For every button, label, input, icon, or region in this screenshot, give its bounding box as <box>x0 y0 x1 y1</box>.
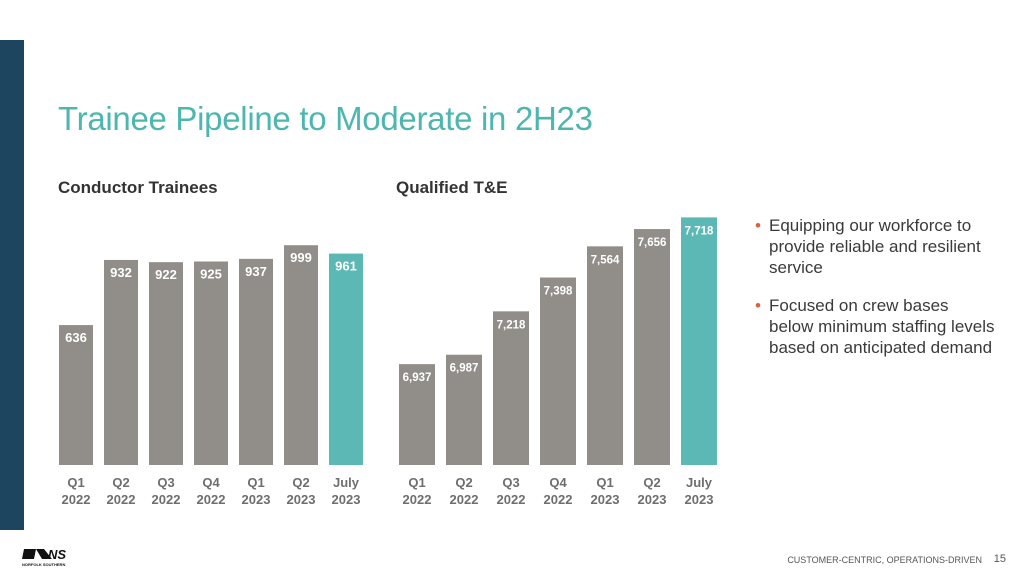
x-tick-label: 2023 <box>685 492 714 507</box>
bullet-icon: • <box>755 216 761 235</box>
bar <box>149 262 183 465</box>
bar <box>587 246 623 465</box>
x-tick-label: Q2 <box>112 475 129 490</box>
bar <box>239 258 273 465</box>
x-tick-label: Q3 <box>157 475 174 490</box>
data-label: 7,218 <box>497 319 526 331</box>
x-tick-label: Q3 <box>502 475 519 490</box>
x-tick-label: 2023 <box>287 492 316 507</box>
x-tick-label: Q4 <box>202 475 220 490</box>
bar <box>59 325 93 465</box>
bar <box>284 245 318 465</box>
x-tick-label: 2022 <box>544 492 573 507</box>
svg-text:NORFOLK SOUTHERN: NORFOLK SOUTHERN <box>22 562 65 567</box>
data-label: 7,564 <box>591 254 620 266</box>
bar <box>493 311 529 465</box>
x-tick-label: July <box>686 475 713 490</box>
data-label: 7,718 <box>685 225 714 237</box>
x-tick-label: 2023 <box>591 492 620 507</box>
x-tick-label: July <box>333 475 360 490</box>
x-tick-label: 2022 <box>450 492 479 507</box>
sidebar-accent-bar <box>0 40 24 530</box>
data-label: 922 <box>155 267 177 282</box>
norfolk-southern-logo: NS NORFOLK SOUTHERN <box>22 547 66 567</box>
bar <box>681 217 717 465</box>
bullet-text: Equipping our workforce to provide relia… <box>769 216 981 277</box>
data-label: 925 <box>200 267 222 282</box>
bullet-text: Focused on crew bases below minimum staf… <box>769 296 995 357</box>
x-tick-label: Q2 <box>455 475 472 490</box>
page-number: 15 <box>993 553 1006 565</box>
x-tick-label: Q2 <box>643 475 660 490</box>
bar <box>446 354 482 465</box>
x-tick-label: 2022 <box>152 492 181 507</box>
x-tick-label: Q1 <box>247 475 264 490</box>
data-label: 961 <box>335 259 357 274</box>
page-title: Trainee Pipeline to Moderate in 2H23 <box>58 100 593 137</box>
bar <box>104 259 138 465</box>
x-tick-label: 2022 <box>107 492 136 507</box>
data-label: 937 <box>245 264 267 279</box>
x-tick-label: 2023 <box>332 492 361 507</box>
data-label: 636 <box>65 330 87 345</box>
data-label: 6,987 <box>450 363 479 375</box>
x-tick-label: 2022 <box>62 492 91 507</box>
chart-title-qualified-te: Qualified T&E <box>396 178 508 197</box>
data-label: 999 <box>290 250 312 265</box>
x-tick-label: Q1 <box>67 475 84 490</box>
bullet-item: • Equipping our workforce to provide reli… <box>755 215 995 278</box>
x-tick-label: 2022 <box>197 492 226 507</box>
x-tick-label: Q4 <box>549 475 567 490</box>
svg-text:NS: NS <box>48 547 66 562</box>
data-label: 7,398 <box>544 286 573 298</box>
x-tick-label: 2022 <box>497 492 526 507</box>
data-label: 7,656 <box>638 237 667 249</box>
bullet-icon: • <box>755 296 761 315</box>
bar <box>540 277 576 465</box>
chart-title-conductor-trainees: Conductor Trainees <box>58 178 218 197</box>
bullet-list: • Equipping our workforce to provide reli… <box>755 215 995 375</box>
x-tick-label: 2023 <box>242 492 271 507</box>
data-label: 6,937 <box>403 372 432 384</box>
bar <box>194 261 228 465</box>
bullet-item: • Focused on crew bases below minimum sta… <box>755 295 995 358</box>
x-tick-label: Q1 <box>596 475 613 490</box>
x-tick-label: 2023 <box>638 492 667 507</box>
x-tick-label: 2022 <box>403 492 432 507</box>
bar <box>399 364 435 465</box>
footer-tagline: CUSTOMER-CENTRIC, OPERATIONS-DRIVEN <box>787 555 982 565</box>
data-label: 932 <box>110 265 132 280</box>
x-tick-label: Q2 <box>292 475 309 490</box>
bar <box>634 229 670 465</box>
x-tick-label: Q1 <box>408 475 425 490</box>
bar <box>329 253 363 465</box>
